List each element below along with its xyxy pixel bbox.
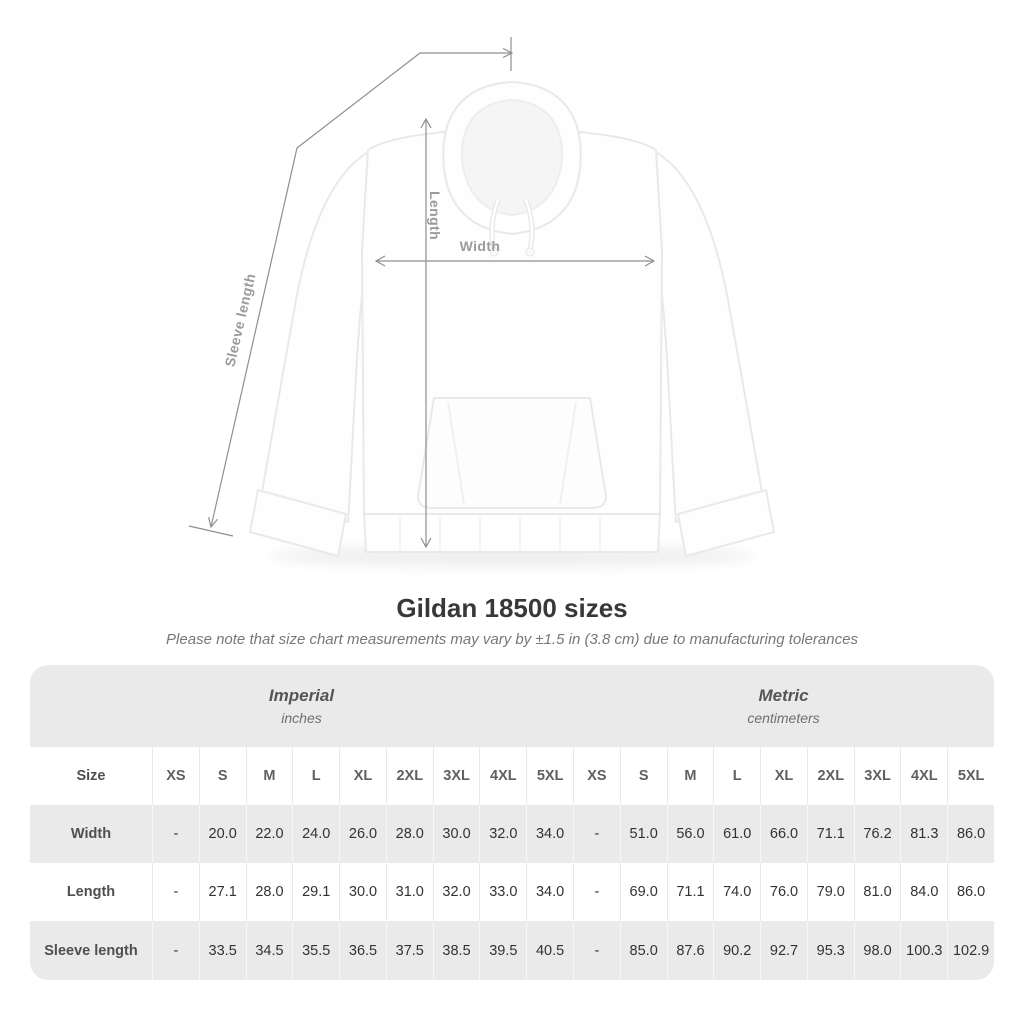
table-cell: 28.0: [245, 863, 293, 921]
size-col-header: S: [198, 747, 246, 805]
size-col-header: 3XL: [853, 747, 901, 805]
page-title: Gildan 18500 sizes: [396, 593, 628, 623]
table-cell: -: [152, 863, 199, 921]
table-cell: -: [573, 805, 620, 863]
table-cell: 86.0: [947, 863, 994, 921]
table-cell: 28.0: [385, 805, 433, 863]
table-cell: 24.0: [292, 805, 340, 863]
size-col-header: XS: [152, 747, 199, 805]
table-cell: 36.5: [339, 921, 386, 980]
table-cell: 102.9: [947, 921, 994, 980]
table-cell: 30.0: [339, 863, 386, 921]
table-cell: 22.0: [245, 805, 293, 863]
table-cell: 79.0: [806, 863, 854, 921]
table-cell: 29.1: [292, 863, 340, 921]
size-col-header: 3XL: [432, 747, 480, 805]
table-cell: 87.6: [666, 921, 714, 980]
size-col-header: M: [245, 747, 293, 805]
unit-group-imperial: Imperial inches: [30, 665, 573, 747]
row-label-length: Length: [30, 863, 152, 921]
table-cell: 92.7: [760, 921, 807, 980]
table-cell: 38.5: [432, 921, 480, 980]
table-cell: 76.2: [853, 805, 901, 863]
table-cell: 32.0: [432, 863, 480, 921]
table-cell: 66.0: [760, 805, 807, 863]
table-cell: 33.5: [198, 921, 246, 980]
table-cell: 51.0: [619, 805, 667, 863]
table-cell: 71.1: [666, 863, 714, 921]
table-cell: 56.0: [666, 805, 714, 863]
table-cell: -: [152, 921, 199, 980]
table-cell: 95.3: [806, 921, 854, 980]
table-cell: 34.0: [526, 805, 573, 863]
table-cell: 27.1: [198, 863, 246, 921]
table-cell: 26.0: [339, 805, 386, 863]
unit-group-name: Imperial: [268, 686, 335, 705]
width-measure-label: Width: [459, 238, 501, 254]
table-cell: 86.0: [947, 805, 994, 863]
table-cell: 34.0: [526, 863, 573, 921]
table-cell: -: [152, 805, 199, 863]
table-cell: 69.0: [619, 863, 667, 921]
row-label-width: Width: [30, 805, 152, 863]
size-col-header: M: [666, 747, 714, 805]
size-col-header: 2XL: [385, 747, 433, 805]
table-cell: 30.0: [432, 805, 480, 863]
table-cell: 81.0: [853, 863, 901, 921]
size-col-header: 4XL: [900, 747, 948, 805]
table-cell: 98.0: [853, 921, 901, 980]
tolerance-note: Please note that size chart measurements…: [166, 631, 858, 648]
table-cell: 85.0: [619, 921, 667, 980]
size-col-header: 2XL: [806, 747, 854, 805]
table-cell: 61.0: [713, 805, 761, 863]
table-cell: 37.5: [385, 921, 433, 980]
size-col-header: 5XL: [947, 747, 994, 805]
table-cell: 31.0: [385, 863, 433, 921]
size-col-header: 4XL: [479, 747, 527, 805]
table-cell: 84.0: [900, 863, 948, 921]
size-col-header: XL: [339, 747, 386, 805]
table-cell: 34.5: [245, 921, 293, 980]
table-header-size: Size: [30, 747, 152, 805]
table-cell: 74.0: [713, 863, 761, 921]
measurement-lines: [188, 37, 656, 549]
hoodie-measurement-figure: Width Length Sleeve length: [188, 37, 776, 568]
table-cell: 33.0: [479, 863, 527, 921]
table-cell: 76.0: [760, 863, 807, 921]
size-col-header: 5XL: [526, 747, 573, 805]
unit-group-name: Metric: [758, 686, 809, 705]
size-col-header: L: [713, 747, 761, 805]
size-table: Imperial inches Metric centimeters Size …: [30, 665, 994, 980]
table-cell: 90.2: [713, 921, 761, 980]
unit-group-metric: Metric centimeters: [573, 665, 994, 747]
unit-group-unit: inches: [281, 710, 322, 726]
length-measure-label: Length: [427, 191, 443, 241]
table-cell: 81.3: [900, 805, 948, 863]
row-label-sleeve-length: Sleeve length: [30, 921, 152, 980]
size-col-header: S: [619, 747, 667, 805]
table-cell: 39.5: [479, 921, 527, 980]
table-cell: -: [573, 921, 620, 980]
table-cell: 20.0: [198, 805, 246, 863]
table-cell: 35.5: [292, 921, 340, 980]
size-col-header: L: [292, 747, 340, 805]
table-cell: 40.5: [526, 921, 573, 980]
hoodie-illustration: [188, 37, 776, 568]
table-cell: 100.3: [900, 921, 948, 980]
table-cell: -: [573, 863, 620, 921]
table-cell: 71.1: [806, 805, 854, 863]
unit-group-unit: centimeters: [747, 710, 820, 726]
size-col-header: XS: [573, 747, 620, 805]
size-col-header: XL: [760, 747, 807, 805]
table-cell: 32.0: [479, 805, 527, 863]
